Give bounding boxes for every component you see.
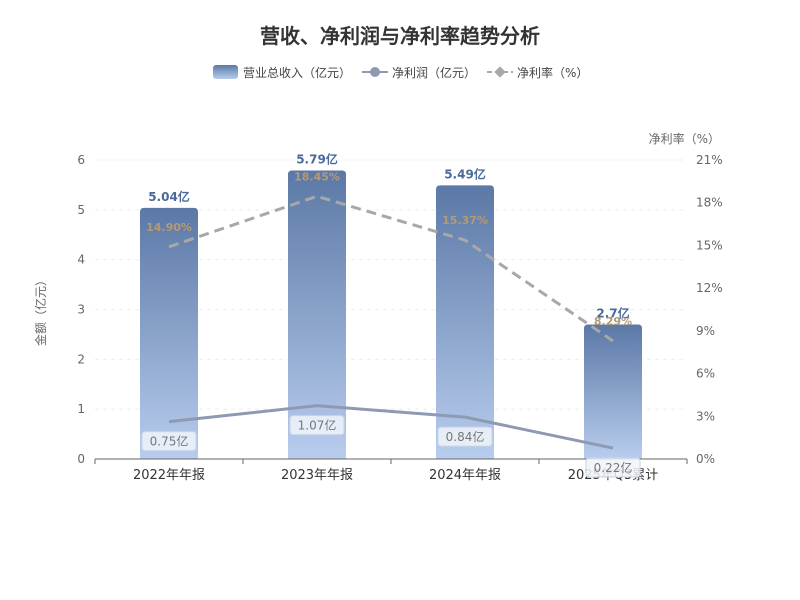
y2-tick-label: 3% (696, 409, 715, 423)
y2-axis-title: 净利率（%） (649, 131, 720, 146)
y2-tick-label: 12% (696, 281, 723, 295)
bar[interactable] (140, 207, 198, 459)
legend-rate-marker (494, 66, 506, 78)
y-tick-label: 5 (77, 203, 85, 217)
profit-value-label: 1.07亿 (298, 418, 337, 433)
x-tick-label: 2024年年报 (429, 468, 501, 483)
x-tick-label: 2023年年报 (281, 468, 353, 483)
legend-revenue-label: 营业总收入（亿元） (243, 65, 351, 80)
y2-tick-label: 21% (696, 153, 723, 167)
legend-item-rate[interactable]: 净利率（%） (487, 65, 588, 80)
bar[interactable] (584, 324, 642, 459)
profit-label-box (141, 431, 197, 452)
y-tick-label: 2 (77, 352, 85, 366)
profit-label-box (437, 426, 493, 447)
profit-value-label: 0.22亿 (594, 460, 633, 475)
profit-label-box (585, 457, 641, 478)
chart-title: 营收、净利润与净利率趋势分析 (260, 24, 540, 48)
y-tick-label: 6 (77, 153, 85, 167)
profit-label-box (289, 415, 345, 436)
bar[interactable] (288, 170, 346, 459)
y-axis-title: 金额（亿元） (33, 274, 48, 346)
data-labels: 5.04亿 5.79亿 5.49亿 2.7亿 14.90% 18.45% 15.37% 8.2… (141, 151, 641, 478)
legend-profit-marker (370, 67, 380, 77)
rate-value-label: 18.45% (294, 170, 340, 183)
bar-value-label: 5.79亿 (296, 151, 338, 166)
legend-rate-label: 净利率（%） (517, 65, 588, 80)
y-tick-label: 1 (77, 402, 85, 416)
profit-value-tag: 0.22亿 (585, 457, 641, 478)
y2-tick-label: 9% (696, 324, 715, 338)
profit-value-label: 0.84亿 (446, 429, 485, 444)
y2-tick-label: 18% (696, 196, 723, 210)
profit-value-label: 0.75亿 (150, 434, 189, 449)
rate-value-label: 8.29% (594, 315, 632, 328)
bars (140, 170, 642, 460)
legend-item-revenue[interactable]: 营业总收入（亿元） (213, 65, 351, 80)
y2-tick-label: 15% (696, 238, 723, 252)
x-tick-label: 2022年年报 (133, 468, 205, 483)
bar[interactable] (436, 185, 494, 460)
rate-value-label: 14.90% (146, 221, 192, 234)
rate-value-label: 15.37% (442, 214, 488, 227)
rate-line[interactable] (168, 194, 614, 343)
y2-tick-label: 6% (696, 367, 715, 381)
profit-value-tag: 0.84亿 (437, 426, 493, 447)
profit-value-tag: 1.07亿 (289, 415, 345, 436)
legend-item-profit[interactable]: 净利润（亿元） (362, 65, 476, 80)
profit-value-tag: 0.75亿 (141, 431, 197, 452)
y2-tick-label: 0% (696, 452, 715, 466)
legend-profit-label: 净利润（亿元） (392, 65, 476, 80)
y-tick-label: 0 (77, 452, 85, 466)
bar-value-label: 2.7亿 (596, 305, 629, 320)
legend-revenue-swatch (213, 65, 238, 79)
profit-line[interactable] (168, 404, 614, 450)
y-tick-label: 3 (77, 303, 85, 317)
y-tick-label: 4 (77, 253, 85, 267)
lines (168, 194, 614, 450)
legend[interactable]: 营业总收入（亿元） 净利润（亿元） 净利率（%） (213, 65, 588, 80)
bar-value-label: 5.49亿 (444, 166, 486, 181)
bar-value-label: 5.04亿 (148, 189, 190, 204)
